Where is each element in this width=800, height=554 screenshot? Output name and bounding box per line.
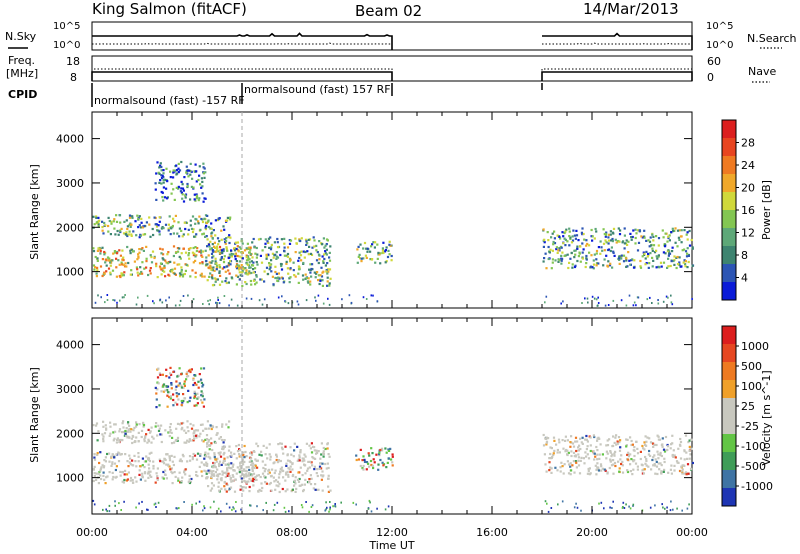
y-tick-label: 3000 bbox=[56, 383, 84, 396]
cpid-segment-1: normalsound (fast) -157 RF bbox=[94, 94, 245, 107]
x-tick-label: 20:00 bbox=[576, 526, 608, 539]
power-panel: 1000 2000 3000 4000 Slant Range [km] 4 8 12 16… bbox=[28, 111, 773, 309]
freq-label-line1: Freq. bbox=[8, 54, 35, 67]
colorbar-tick-label: 8 bbox=[741, 249, 748, 262]
colorbar-tick-label: -500 bbox=[741, 460, 766, 473]
x-tick-label: 08:00 bbox=[276, 526, 308, 539]
cpid-segment-2: normalsound (fast) 157 RF bbox=[244, 83, 391, 96]
x-tick-label: 00:00 bbox=[676, 526, 708, 539]
nave-label: Nave bbox=[748, 65, 776, 78]
freq-tick-top: 18 bbox=[66, 55, 80, 68]
velocity-panel: 1000 2000 3000 4000 Slant Range [km] 1000 50… bbox=[28, 317, 773, 515]
freq-label-line2: [MHz] bbox=[6, 67, 38, 80]
x-tick-label: 00:00 bbox=[76, 526, 108, 539]
nave-tick-bottom: 0 bbox=[707, 71, 714, 84]
y-tick-label: 1000 bbox=[56, 266, 84, 279]
y-tick-label: 4000 bbox=[56, 339, 84, 352]
colorbar-tick-label: 20 bbox=[741, 182, 755, 195]
power-ylabel: Slant Range [km] bbox=[28, 164, 41, 260]
colorbar-tick-label: -100 bbox=[741, 440, 766, 453]
nsky-right-tick-top: 10^5 bbox=[706, 21, 733, 32]
nsky-right-tick-bottom: 10^0 bbox=[706, 40, 733, 51]
nsky-tick-top: 10^5 bbox=[53, 21, 80, 32]
velocity-echo-field bbox=[92, 366, 694, 513]
colorbar-tick-label: 1000 bbox=[741, 340, 769, 353]
y-tick-label: 4000 bbox=[56, 133, 84, 146]
time-axis-label: Time UT bbox=[368, 539, 414, 552]
x-tick-label: 16:00 bbox=[476, 526, 508, 539]
velocity-ylabel: Slant Range [km] bbox=[28, 367, 41, 463]
freq-tick-bottom: 8 bbox=[70, 71, 77, 84]
x-tick-label: 04:00 bbox=[176, 526, 208, 539]
x-tick-label: 12:00 bbox=[376, 526, 408, 539]
time-axis: 00:00 04:00 08:00 12:00 16:00 20:00 00:00 bbox=[76, 112, 708, 539]
colorbar-tick-label: 12 bbox=[741, 227, 755, 240]
colorbar-tick-label: 28 bbox=[741, 137, 755, 150]
colorbar-tick-label: 24 bbox=[741, 159, 755, 172]
y-tick-label: 2000 bbox=[56, 427, 84, 440]
y-tick-label: 2000 bbox=[56, 221, 84, 234]
colorbar-tick-label: 25 bbox=[741, 400, 755, 413]
cpid-panel: CPID normalsound (fast) -157 RF normalso… bbox=[8, 83, 543, 107]
colorbar-tick-label: -25 bbox=[741, 420, 759, 433]
cpid-label: CPID bbox=[8, 88, 37, 101]
beam-label: Beam 02 bbox=[355, 2, 422, 20]
plot-title: King Salmon (fitACF) bbox=[92, 0, 247, 18]
nsky-label: N.Sky bbox=[5, 30, 37, 43]
nsky-panel: N.Sky 10^5 10^0 10^5 10^0 N.Search bbox=[5, 21, 797, 51]
power-echo-field bbox=[92, 160, 695, 307]
power-colorbar-label: Power [dB] bbox=[760, 180, 773, 240]
nave-tick-top: 60 bbox=[707, 55, 721, 68]
velocity-colorbar-label: Velocity [m s^-1] bbox=[760, 370, 773, 465]
freq-panel: Freq. [MHz] 18 8 60 0 Nave bbox=[6, 54, 776, 84]
colorbar-tick-label: 500 bbox=[741, 360, 762, 373]
power-colorbar: 4 8 12 16 20 24 28 bbox=[721, 119, 755, 301]
y-tick-label: 1000 bbox=[56, 472, 84, 485]
velocity-colorbar: 1000 500 100 25 -25 -100 -500 -1000 bbox=[721, 325, 773, 507]
date-label: 14/Mar/2013 bbox=[583, 0, 679, 18]
nsearch-label: N.Search bbox=[747, 32, 797, 45]
y-tick-label: 3000 bbox=[56, 177, 84, 190]
colorbar-tick-label: 16 bbox=[741, 204, 755, 217]
nsky-tick-bottom: 10^0 bbox=[53, 40, 80, 51]
colorbar-tick-label: -1000 bbox=[741, 480, 773, 493]
colorbar-tick-label: 100 bbox=[741, 380, 762, 393]
colorbar-tick-label: 4 bbox=[741, 272, 748, 285]
